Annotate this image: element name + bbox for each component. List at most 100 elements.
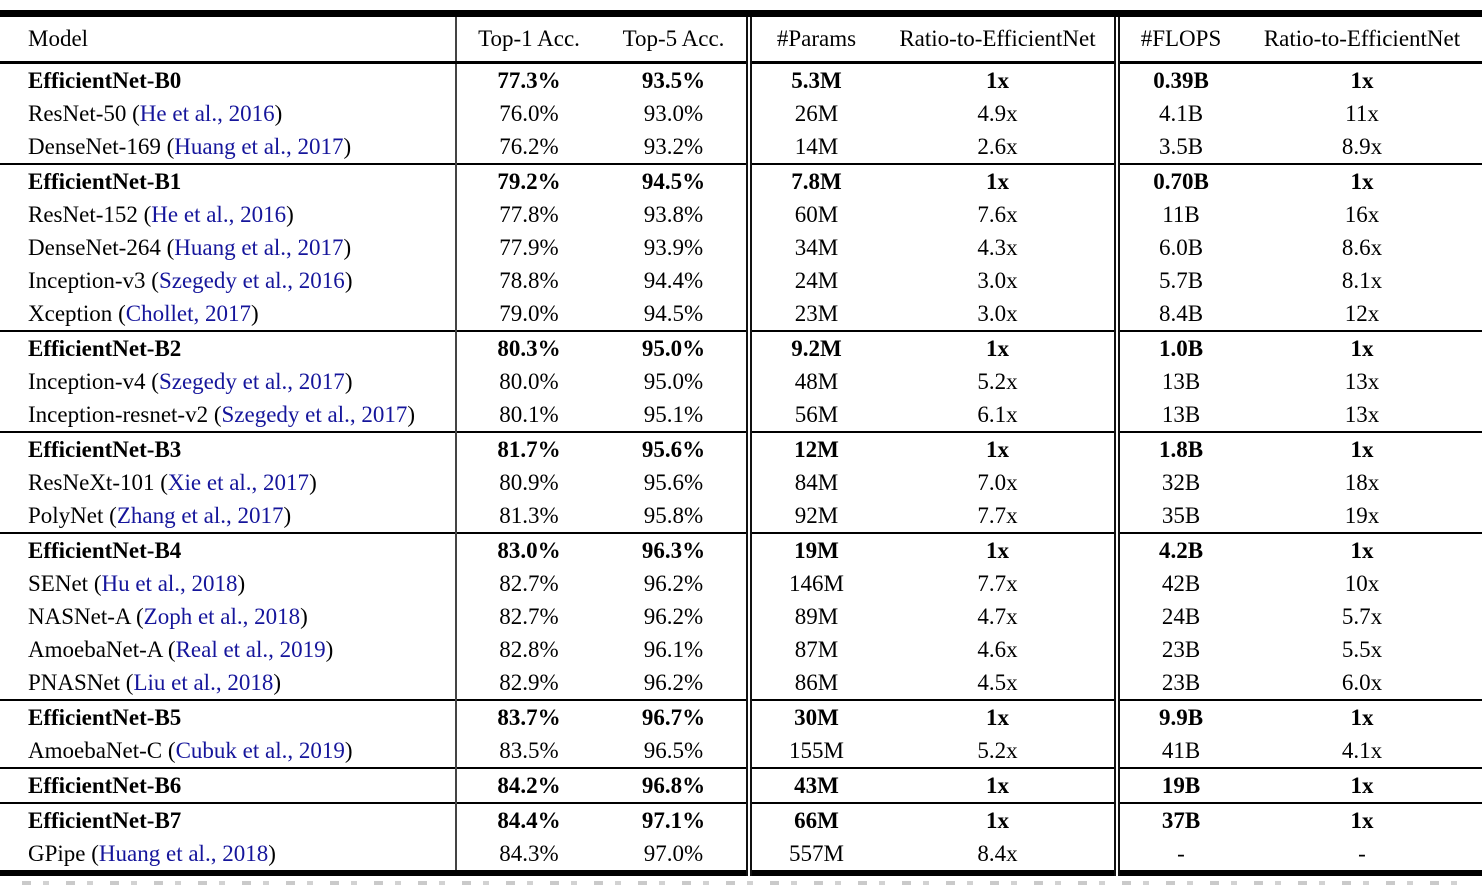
- flops-cell: 1.8B: [1117, 431, 1242, 466]
- model-cell: SENet (Hu et al., 2018): [0, 567, 457, 600]
- citation-link[interactable]: Xie et al., 2017: [167, 469, 310, 495]
- table-row: Inception-v4 (Szegedy et al., 2017) 80.0%…: [0, 365, 1482, 398]
- flops-cell: 1.0B: [1117, 330, 1242, 365]
- top1-acc-cell: 77.9%: [499, 234, 559, 260]
- params-cell: 24M: [794, 267, 839, 293]
- flops-cell: 0.70B: [1117, 163, 1242, 198]
- header-flops-ratio: Ratio-to-EfficientNet: [1242, 13, 1482, 64]
- header-top5-acc: Top-5 Acc.: [601, 13, 752, 64]
- flops-cell: 24B: [1161, 603, 1201, 629]
- model-name: PolyNet: [28, 502, 104, 528]
- top1-acc-cell: 79.0%: [499, 300, 559, 326]
- model-name: GPipe: [28, 840, 86, 866]
- citation-link[interactable]: Liu et al., 2018: [133, 669, 274, 695]
- flops-cell: 5.7B: [1158, 267, 1204, 293]
- model-name: Inception-resnet-v2: [28, 401, 209, 427]
- citation-link[interactable]: Huang et al., 2018: [98, 840, 269, 866]
- flops-cell: 32B: [1161, 469, 1201, 495]
- model-name: DenseNet-264: [28, 234, 161, 260]
- params-ratio-cell: 5.2x: [881, 365, 1120, 398]
- table-row: ResNeXt-101 (Xie et al., 2017) 80.9% 95.6%…: [0, 466, 1482, 499]
- model-cell: EfficientNet-B2: [0, 330, 457, 365]
- citation-link[interactable]: Szegedy et al., 2017: [158, 368, 345, 394]
- model-name: EfficientNet-B2: [28, 335, 182, 361]
- top5-acc-cell: 96.2%: [601, 666, 752, 700]
- model-cell: Inception-v4 (Szegedy et al., 2017): [0, 365, 457, 398]
- citation-link[interactable]: Zoph et al., 2018: [143, 603, 301, 629]
- model-name: EfficientNet-B0: [28, 67, 182, 93]
- model-name: AmoebaNet-C: [28, 737, 163, 763]
- model-name: AmoebaNet-A: [28, 636, 163, 662]
- flops-cell: 3.5B: [1158, 133, 1204, 159]
- citation-link[interactable]: Cubuk et al., 2019: [175, 737, 345, 763]
- model-cell: AmoebaNet-C (Cubuk et al., 2019): [0, 734, 457, 768]
- params-ratio-cell: 1x: [881, 163, 1120, 198]
- model-name: PNASNet: [28, 669, 121, 695]
- flops-cell: 8.4B: [1158, 300, 1204, 326]
- flops-ratio-cell: 8.9x: [1341, 133, 1383, 159]
- citation-link[interactable]: Szegedy et al., 2016: [158, 267, 345, 293]
- citation-link[interactable]: Huang et al., 2017: [174, 133, 344, 159]
- params-cell: 43M: [749, 767, 881, 803]
- top5-acc-cell: 95.6%: [601, 466, 752, 499]
- flops-cell: 41B: [1161, 737, 1201, 763]
- params-cell: 48M: [794, 368, 839, 394]
- citation-link[interactable]: Chollet, 2017: [125, 300, 251, 326]
- table-row: EfficientNet-B2 80.3% 95.0% 9.2M 1x 1.0B 1x: [0, 330, 1482, 365]
- model-name: ResNet-50: [28, 100, 127, 126]
- params-cell: 155M: [789, 737, 844, 763]
- flops-cell: 19B: [1117, 767, 1242, 803]
- flops-cell: 9.9B: [1117, 699, 1242, 734]
- citation-link[interactable]: He et al., 2016: [139, 100, 275, 126]
- model-cell: EfficientNet-B3: [0, 431, 457, 466]
- model-name: Xception: [28, 300, 113, 326]
- flops-ratio-cell: 8.6x: [1341, 234, 1383, 260]
- top5-acc-cell: 95.1%: [601, 398, 752, 432]
- table-row: EfficientNet-B5 83.7% 96.7% 30M 1x 9.9B 1x: [0, 699, 1482, 734]
- flops-cell: 4.1B: [1158, 100, 1204, 126]
- top1-acc-cell: 83.5%: [499, 737, 559, 763]
- flops-ratio-cell: 5.5x: [1341, 636, 1383, 662]
- params-ratio-cell: 4.6x: [881, 633, 1120, 666]
- flops-ratio-cell: 12x: [1344, 300, 1380, 326]
- top5-acc-cell: 96.7%: [601, 699, 752, 734]
- flops-ratio-cell: 10x: [1344, 570, 1380, 596]
- top5-acc-cell: 94.5%: [601, 163, 752, 198]
- top5-acc-cell: 97.1%: [601, 802, 752, 837]
- top5-acc-cell: 96.2%: [601, 600, 752, 633]
- citation-link[interactable]: He et al., 2016: [151, 201, 287, 227]
- params-cell: 146M: [789, 570, 844, 596]
- params-ratio-cell: 1x: [881, 330, 1120, 365]
- model-cell: EfficientNet-B5: [0, 699, 457, 734]
- model-name: EfficientNet-B6: [28, 772, 182, 798]
- flops-cell: 4.2B: [1117, 532, 1242, 567]
- top5-acc-cell: 96.5%: [601, 734, 752, 768]
- top5-acc-cell: 94.4%: [601, 264, 752, 297]
- params-cell: 92M: [794, 502, 839, 528]
- params-cell: 19M: [749, 532, 881, 567]
- flops-ratio-cell: 1x: [1242, 163, 1482, 198]
- top5-acc-cell: 93.9%: [601, 231, 752, 264]
- flops-ratio-cell: 13x: [1344, 368, 1380, 394]
- header-model: Model: [0, 13, 457, 64]
- top1-acc-cell: 83.7%: [456, 699, 601, 734]
- citation-link[interactable]: Hu et al., 2018: [101, 570, 238, 596]
- citation-link[interactable]: Real et al., 2019: [175, 636, 326, 662]
- model-name: EfficientNet-B5: [28, 704, 182, 730]
- table-body: EfficientNet-B0 77.3% 93.5% 5.3M 1x 0.39B 1x Re…: [0, 62, 1482, 873]
- citation-link[interactable]: Zhang et al., 2017: [116, 502, 284, 528]
- params-ratio-cell: 1x: [881, 431, 1120, 466]
- model-name: EfficientNet-B1: [28, 168, 182, 194]
- top1-acc-cell: 77.3%: [497, 67, 561, 93]
- params-cell: 84M: [794, 469, 839, 495]
- model-name: EfficientNet-B7: [28, 807, 182, 833]
- citation-link[interactable]: Huang et al., 2017: [174, 234, 344, 260]
- model-name: Inception-v3: [28, 267, 146, 293]
- citation-link[interactable]: Szegedy et al., 2017: [221, 401, 408, 427]
- flops-cell: -: [1177, 840, 1185, 866]
- flops-cell: 23B: [1161, 669, 1201, 695]
- params-ratio-cell: 1x: [881, 62, 1120, 97]
- model-cell: EfficientNet-B1: [0, 163, 457, 198]
- model-cell: DenseNet-169 (Huang et al., 2017): [0, 130, 457, 164]
